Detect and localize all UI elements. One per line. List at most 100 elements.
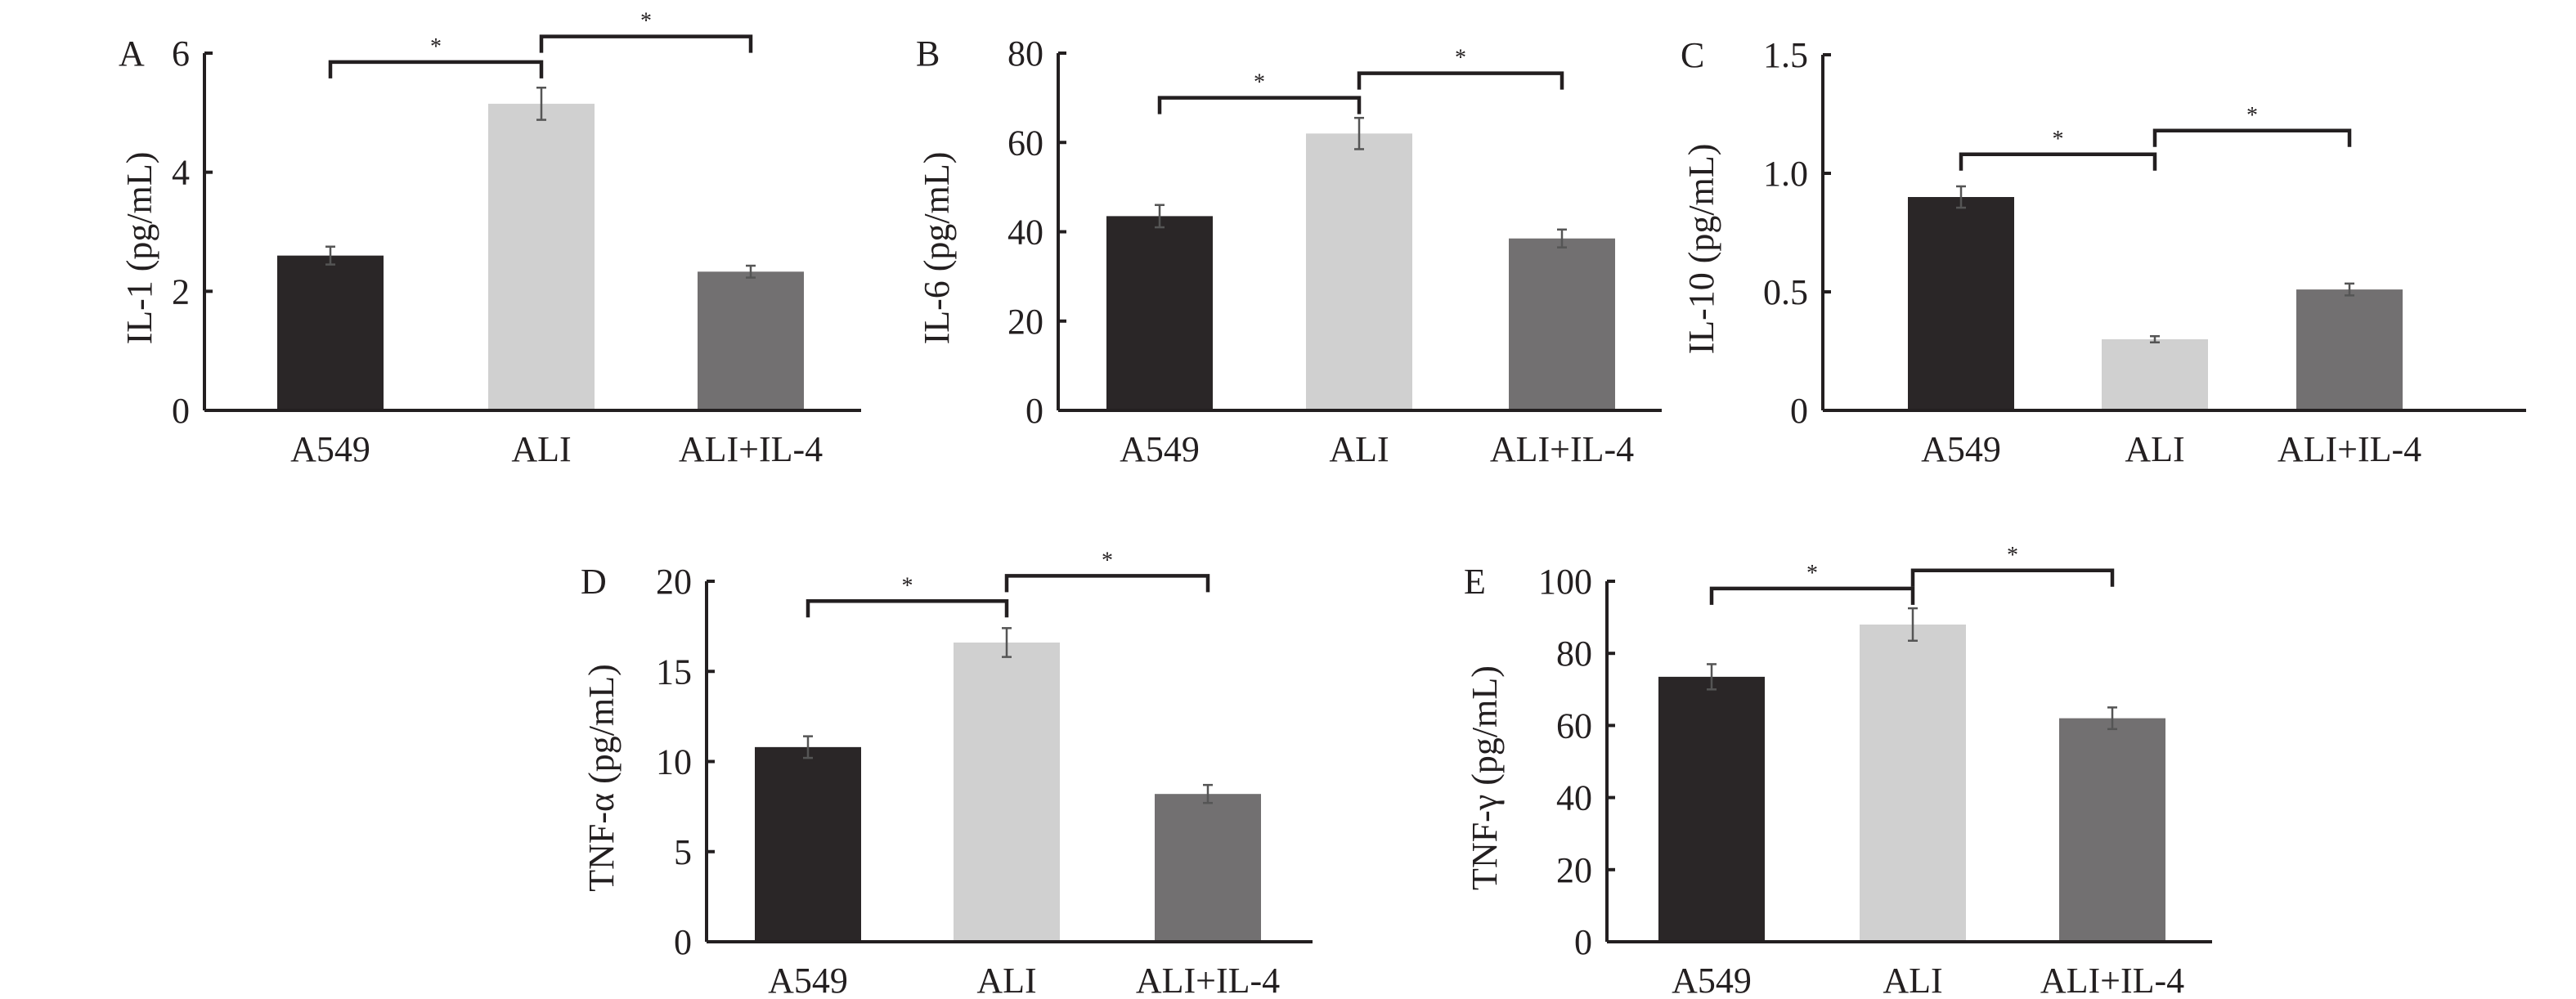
y-axis-label: TNF-α (pg/mL) (581, 664, 622, 891)
error-bar (1203, 783, 1213, 804)
bracket-line (1157, 96, 1362, 114)
y-tick-label: 80 (1556, 634, 1592, 674)
x-tick-label: A549 (1120, 429, 1200, 469)
significance-bracket: * (539, 9, 753, 53)
bracket-line (1004, 574, 1210, 593)
y-tick-label: 4 (172, 153, 190, 193)
error-bar (1155, 204, 1165, 229)
bar-a549 (1106, 216, 1213, 410)
x-tick-label: ALI+IL-4 (2278, 429, 2421, 469)
significance-bracket: * (1910, 543, 2115, 587)
bar-ali-il-4 (1155, 794, 1261, 942)
panel-label: E (1464, 562, 1486, 602)
error-bar (803, 735, 813, 759)
bar-a549 (755, 746, 861, 942)
x-tick-label: A549 (1921, 429, 2001, 469)
bar-a549 (277, 255, 384, 410)
x-tick-label: ALI (1883, 961, 1942, 999)
x-tick-label: ALI+IL-4 (1490, 429, 1634, 469)
panel-c: C A549 ALI ALI+IL-4 0 0.5 1.0 1.5 IL-10 (pg/mL) *… (1681, 35, 2526, 469)
y-tick-label: 60 (1556, 706, 1592, 746)
bracket-line (539, 34, 753, 53)
x-tick-label: ALI+IL-4 (679, 429, 823, 469)
bar-ali (1306, 133, 1412, 410)
bracket-line (806, 599, 1009, 618)
error-bar (2345, 282, 2354, 297)
y-axis-label: IL-10 (pg/mL) (1681, 144, 1721, 355)
significance-bracket: * (1004, 548, 1210, 593)
y-tick-label: 6 (172, 34, 190, 74)
y-tick-label: 10 (656, 742, 692, 782)
panel-label: A (119, 34, 145, 74)
x-tick-label: ALI (1329, 429, 1389, 469)
y-tick-label: 0 (1790, 391, 1808, 431)
bar-ali-il-4 (698, 271, 804, 410)
y-tick-label: 0.5 (1763, 272, 1808, 312)
y-tick-label: 0 (674, 922, 692, 962)
error-bar (1908, 607, 1918, 643)
error-bar (536, 86, 546, 121)
error-bar (1707, 663, 1717, 691)
y-tick-label: 20 (656, 562, 692, 602)
x-tick-label: ALI (976, 961, 1036, 999)
y-tick-label: 60 (1008, 123, 1043, 163)
bar-ali-il-4 (1509, 238, 1615, 410)
significance-bracket: * (2152, 103, 2352, 147)
error-bar (2107, 706, 2117, 731)
significance-star: * (1806, 561, 1818, 586)
x-tick-label: A549 (290, 429, 370, 469)
significance-star: * (2007, 543, 2018, 568)
significance-star: * (2246, 103, 2258, 128)
panel-label: B (916, 34, 940, 74)
panel-a: A A549 ALI ALI+IL-4 0 2 4 6 IL-1 (pg/mL) * * (119, 9, 861, 469)
panel-d: D A549 ALI ALI+IL-4 0 5 10 15 20 TNF-α (pg/mL) * * (581, 548, 1313, 999)
significance-star: * (430, 34, 442, 60)
bracket-line (328, 60, 544, 78)
significance-star: * (1254, 70, 1265, 96)
y-tick-label: 40 (1008, 213, 1043, 253)
significance-star: * (1102, 548, 1113, 573)
error-bar (325, 245, 335, 266)
y-tick-label: 20 (1008, 302, 1043, 342)
error-bar (1002, 627, 1012, 658)
y-tick-label: 100 (1538, 562, 1592, 602)
bar-a549 (1908, 197, 2014, 410)
bar-a549 (1658, 676, 1765, 942)
bar-ali (488, 103, 595, 411)
bar-ali (1860, 624, 1966, 942)
error-bar (1956, 185, 1966, 209)
y-tick-label: 80 (1008, 34, 1043, 74)
significance-bracket: * (1357, 46, 1564, 90)
significance-star: * (2053, 127, 2064, 152)
error-bar (2150, 334, 2160, 344)
y-tick-label: 20 (1556, 850, 1592, 890)
significance-bracket: * (1959, 127, 2157, 171)
y-axis-label: IL-1 (pg/mL) (119, 152, 159, 345)
x-tick-label: ALI+IL-4 (2040, 961, 2184, 999)
bracket-line (1357, 71, 1564, 90)
bar-ali (954, 642, 1060, 942)
significance-bracket: * (1709, 561, 1915, 605)
significance-bracket: * (806, 573, 1009, 618)
y-tick-label: 2 (172, 271, 190, 311)
significance-star: * (1455, 46, 1466, 71)
bracket-line (1959, 152, 2157, 171)
bar-ali-il-4 (2296, 289, 2403, 410)
bar-ali-il-4 (2059, 718, 2165, 942)
bracket-line (1910, 568, 2115, 587)
error-bar (746, 264, 756, 279)
panel-b: B A549 ALI ALI+IL-4 0 20 40 60 80 IL-6 (pg/mL) * * (916, 34, 1662, 469)
y-tick-label: 1.5 (1763, 35, 1808, 75)
y-tick-label: 1.0 (1763, 154, 1808, 194)
panel-label: C (1681, 35, 1704, 75)
y-tick-label: 0 (172, 391, 190, 431)
significance-bracket: * (1157, 70, 1362, 114)
bar-ali (2102, 339, 2208, 410)
y-axis-label: IL-6 (pg/mL) (917, 152, 957, 345)
x-tick-label: A549 (1672, 961, 1752, 999)
error-bar (1557, 228, 1567, 249)
y-tick-label: 0 (1574, 922, 1592, 962)
bracket-line (1709, 586, 1915, 605)
x-tick-label: A549 (768, 961, 848, 999)
